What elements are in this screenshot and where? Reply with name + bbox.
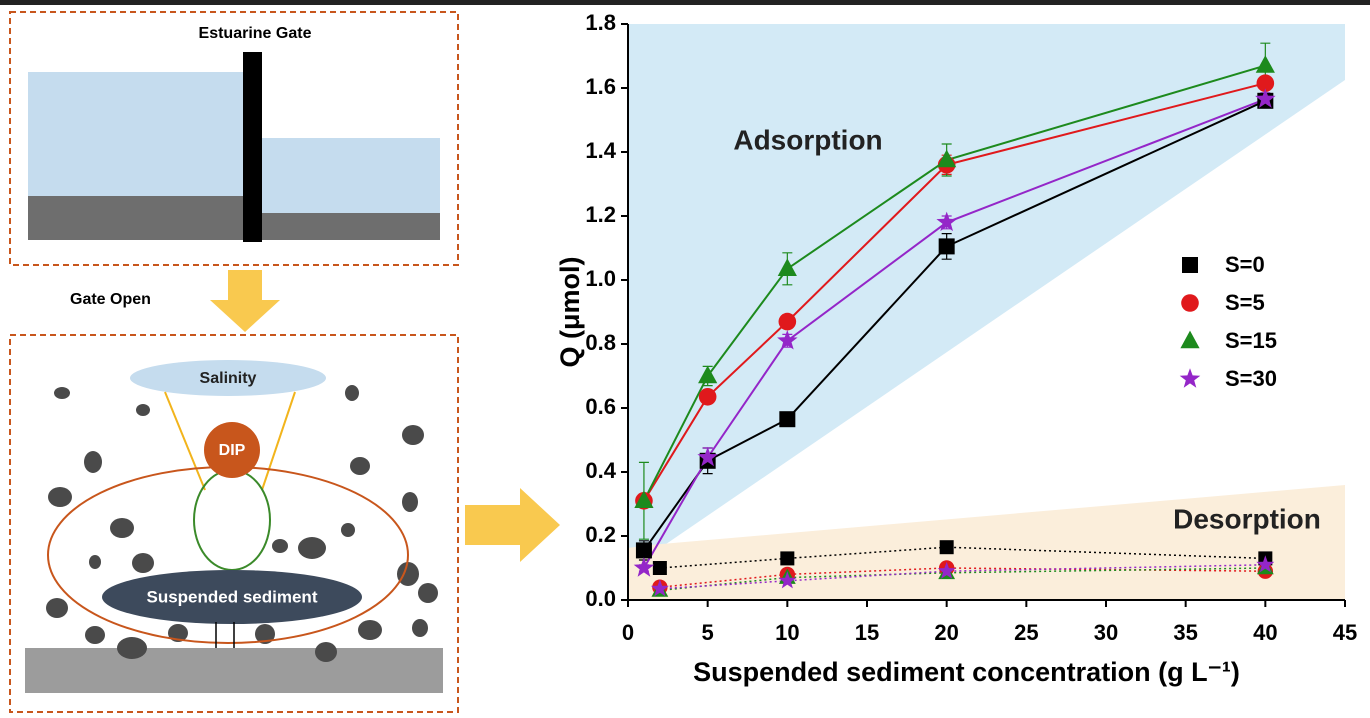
bed-left <box>28 196 245 240</box>
x-tick-label: 5 <box>702 620 714 645</box>
salinity-ellipse <box>130 360 326 396</box>
bed-right <box>262 213 440 240</box>
marker <box>939 540 954 555</box>
marker <box>633 557 655 577</box>
marker <box>937 149 957 168</box>
legend-label: S=30 <box>1225 366 1277 391</box>
y-tick-label: 1.6 <box>585 74 616 99</box>
marker <box>1255 55 1275 73</box>
x-tick-label: 0 <box>622 620 634 645</box>
x-tick-label: 15 <box>855 620 879 645</box>
legend-marker <box>1181 294 1199 312</box>
marker <box>780 551 795 566</box>
y-tick-label: 1.8 <box>585 10 616 35</box>
desorption-line <box>659 567 1266 588</box>
gate-panel <box>9 11 459 266</box>
chart: 0.0 0.2 0.4 0.6 0.8 1.0 1.2 1.4 1.6 1.8 0 5 10 15 20 25… <box>555 10 1357 687</box>
marker <box>1256 74 1275 92</box>
cycle-inner <box>193 469 271 571</box>
x-tick-label: 40 <box>1253 620 1277 645</box>
marker <box>698 388 717 406</box>
gate <box>243 52 262 242</box>
x-tick-label: 45 <box>1333 620 1357 645</box>
desorption-line <box>659 564 1266 590</box>
sediment-label: Suspended sediment <box>147 587 318 606</box>
x-tick-label: 25 <box>1014 620 1038 645</box>
dip-circle <box>204 422 260 478</box>
y-tick-label: 0.6 <box>585 394 616 419</box>
marker <box>777 330 798 350</box>
down-arrow <box>210 270 280 332</box>
adsorption-zone <box>628 24 1345 560</box>
legend-marker <box>1180 330 1200 349</box>
x-tick-label: 20 <box>934 620 958 645</box>
bed <box>25 648 443 693</box>
marker <box>1256 555 1275 573</box>
gate-label: Estuarine Gate <box>199 25 312 42</box>
y-tick-label: 1.2 <box>585 202 616 227</box>
marker <box>635 542 652 559</box>
desorption-zone <box>628 485 1345 600</box>
marker <box>779 411 796 428</box>
marker <box>697 446 718 467</box>
desorption-line <box>659 567 1266 592</box>
marker <box>777 258 797 276</box>
legend-label: S=0 <box>1225 252 1265 277</box>
marker <box>937 561 956 579</box>
right-arrow <box>465 488 560 562</box>
link <box>261 391 296 491</box>
x-tick-label: 30 <box>1094 620 1118 645</box>
y-tick-label: 0.0 <box>585 586 616 611</box>
y-tick-label: 0.8 <box>585 330 616 355</box>
salinity-label: Salinity <box>200 370 257 387</box>
marker <box>778 312 797 331</box>
top-border <box>0 0 1370 5</box>
annotation: Adsorption <box>733 124 882 155</box>
process-panel <box>9 334 459 713</box>
arrow-label: Gate Open <box>70 291 151 308</box>
annotation: Desorption <box>1173 503 1321 534</box>
y-tick-label: 1.0 <box>585 266 616 291</box>
x-tick-label: 35 <box>1173 620 1197 645</box>
marker <box>698 365 718 384</box>
marker <box>1255 88 1276 108</box>
marker <box>652 561 667 575</box>
marker <box>650 579 669 597</box>
legend-marker <box>1182 257 1198 273</box>
y-tick-label: 1.4 <box>585 138 616 163</box>
legend-label: S=5 <box>1225 290 1265 315</box>
legend-label: S=15 <box>1225 328 1277 353</box>
marker <box>634 490 654 508</box>
desorption-line <box>659 546 1266 569</box>
x-tick-label: 10 <box>775 620 799 645</box>
y-tick-label: 0.4 <box>585 458 616 483</box>
marker <box>936 211 957 232</box>
marker <box>778 571 797 589</box>
x-axis-label: Suspended sediment concentration (g L⁻¹) <box>693 657 1240 687</box>
link <box>164 391 206 491</box>
particles <box>46 385 438 662</box>
marker <box>938 238 955 255</box>
y-tick-label: 0.2 <box>585 522 616 547</box>
y-axis-label: Q (μmol) <box>555 256 585 367</box>
legend-marker <box>1179 368 1201 388</box>
sediment-ellipse <box>102 570 362 624</box>
dip-label: DIP <box>219 442 246 459</box>
